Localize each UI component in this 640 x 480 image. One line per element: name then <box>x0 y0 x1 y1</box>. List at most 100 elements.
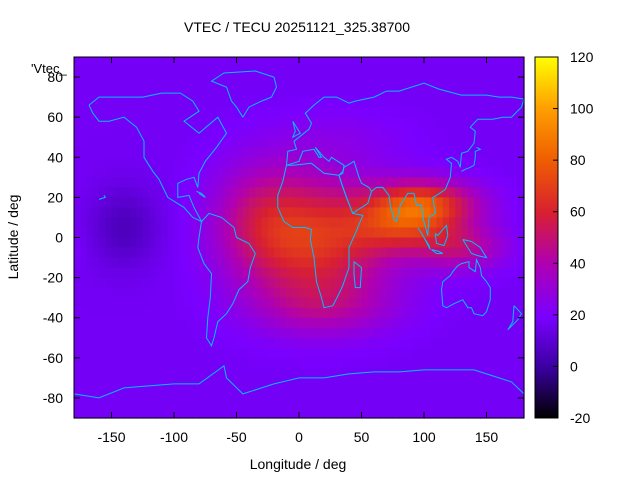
heat-cell <box>255 187 263 198</box>
heat-cell <box>230 337 238 349</box>
heat-cell <box>405 187 413 198</box>
heat-cell <box>342 327 350 339</box>
heat-cell <box>230 227 238 239</box>
heat-cell <box>167 197 175 209</box>
heat-cell <box>74 97 81 108</box>
heat-cell <box>480 287 488 299</box>
heat-cell <box>461 317 469 329</box>
heat-cell <box>86 157 94 168</box>
heat-cell <box>411 387 419 399</box>
heat-cell <box>405 297 413 309</box>
heat-cell <box>299 387 306 399</box>
heat-cell <box>286 147 294 158</box>
heat-cell <box>380 107 388 118</box>
heat-cell <box>449 187 456 198</box>
heat-cell <box>211 57 219 68</box>
tec-heatmap <box>74 57 525 419</box>
heat-cell <box>149 67 156 78</box>
heat-cell <box>155 257 163 269</box>
heat-cell <box>499 137 506 148</box>
heat-cell <box>74 217 81 229</box>
heat-cell <box>380 227 388 239</box>
heat-cell <box>380 307 388 319</box>
heat-cell <box>317 77 325 88</box>
heat-cell <box>180 297 188 309</box>
heat-cell <box>105 327 113 339</box>
heat-cell <box>167 347 175 359</box>
heat-cell <box>74 367 81 379</box>
heat-cell <box>342 337 350 349</box>
heat-cell <box>274 327 281 339</box>
heat-cell <box>161 297 169 309</box>
heat-cell <box>411 227 419 239</box>
heat-cell <box>199 407 206 419</box>
heat-cell <box>192 227 200 239</box>
heat-cell <box>117 347 125 359</box>
heat-cell <box>342 167 350 178</box>
heat-cell <box>192 107 200 118</box>
heat-cell <box>236 387 244 399</box>
heat-cell <box>186 347 194 359</box>
heat-cell <box>180 127 188 138</box>
heat-cell <box>342 127 350 138</box>
heat-cell <box>217 297 225 309</box>
heat-cell <box>455 77 463 88</box>
heat-cell <box>386 367 394 379</box>
heat-cell <box>317 147 325 158</box>
heat-cell <box>330 277 338 289</box>
heat-cell <box>474 337 481 349</box>
heat-cell <box>392 387 400 399</box>
heat-cell <box>367 77 375 88</box>
heat-cell <box>480 57 488 68</box>
heat-cell <box>486 257 494 269</box>
heat-cell <box>236 167 244 178</box>
heat-cell <box>142 347 150 359</box>
heat-cell <box>274 77 281 88</box>
heat-cell <box>367 207 375 219</box>
heat-cell <box>367 357 375 369</box>
heat-cell <box>267 287 275 299</box>
heat-cell <box>367 407 375 419</box>
heat-cell <box>136 217 144 229</box>
heat-cell <box>117 377 125 389</box>
heat-cell <box>205 107 213 118</box>
heat-cell <box>367 167 375 178</box>
heat-cell <box>92 177 100 188</box>
heat-cell <box>174 367 181 379</box>
heat-cell <box>430 177 438 188</box>
heat-cell <box>399 127 406 138</box>
heat-cell <box>292 397 300 409</box>
heat-cell <box>380 127 388 138</box>
heat-cell <box>80 227 88 239</box>
heat-cell <box>299 167 306 178</box>
heat-cell <box>274 317 281 329</box>
heat-cell <box>130 317 138 329</box>
heat-cell <box>311 357 319 369</box>
heat-cell <box>349 387 356 399</box>
heat-cell <box>180 247 188 259</box>
heat-cell <box>280 317 288 329</box>
heat-cell <box>330 377 338 389</box>
heat-cell <box>299 187 306 198</box>
heat-cell <box>349 57 356 68</box>
heat-cell <box>286 397 294 409</box>
heat-cell <box>455 197 463 209</box>
heat-cell <box>199 267 206 279</box>
heat-cell <box>361 257 369 269</box>
heat-cell <box>349 117 356 128</box>
heat-cell <box>292 367 300 379</box>
heat-cell <box>261 157 269 168</box>
heat-cell <box>286 207 294 219</box>
heat-cell <box>192 77 200 88</box>
heat-cell <box>449 307 456 319</box>
heat-cell <box>392 117 400 128</box>
heat-cell <box>330 67 338 78</box>
heat-cell <box>330 317 338 329</box>
heat-cell <box>492 197 500 209</box>
heat-cell <box>255 397 263 409</box>
heat-cell <box>305 287 313 299</box>
heat-cell <box>392 227 400 239</box>
heat-cell <box>424 57 431 68</box>
heat-cell <box>374 207 381 219</box>
heat-cell <box>92 187 100 198</box>
